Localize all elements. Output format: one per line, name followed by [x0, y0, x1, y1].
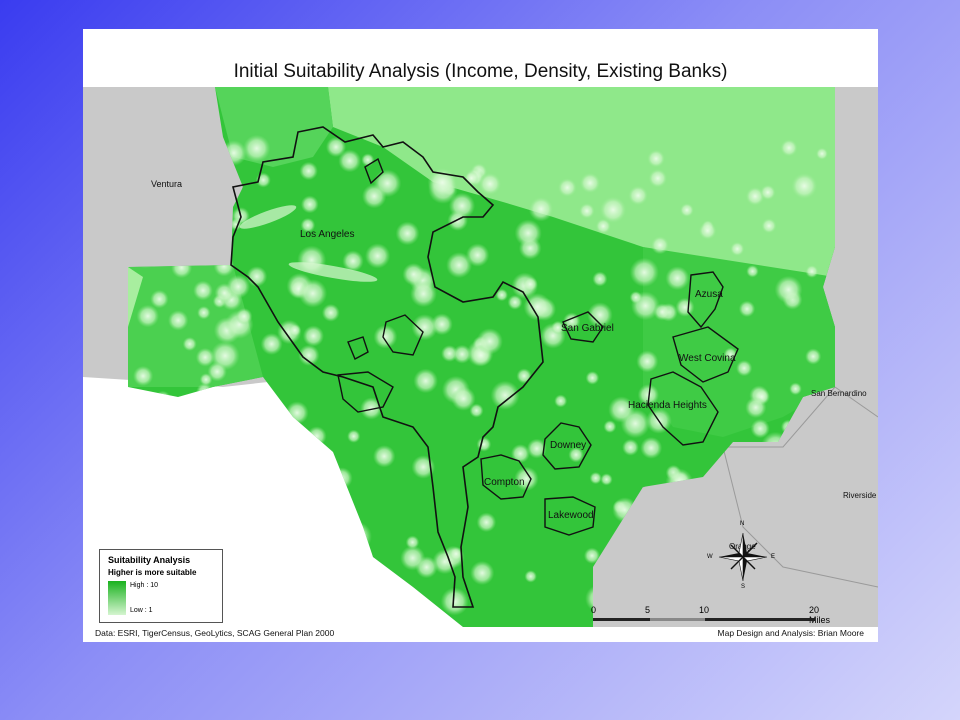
footer-data-credit: Data: ESRI, TigerCensus, GeoLytics, SCAG… — [95, 628, 335, 638]
legend-low-label: Low : 1 — [130, 607, 153, 614]
compass-w: W — [707, 554, 713, 560]
label-compton: Compton — [484, 477, 525, 488]
compass-s: S — [741, 584, 746, 590]
scale-tick-5: 5 — [645, 605, 651, 615]
label-downey: Downey — [550, 440, 587, 451]
footer-author-credit: Map Design and Analysis: Brian Moore — [717, 628, 864, 638]
legend-subtitle: Higher is more suitable — [108, 568, 197, 577]
scale-tick-0: 0 — [591, 605, 597, 615]
legend-title: Suitability Analysis — [108, 555, 191, 565]
label-lakewood: Lakewood — [548, 510, 594, 521]
city-boundary-azusa — [687, 271, 724, 329]
city-boundary-lakewood — [544, 496, 596, 536]
legend-color-ramp — [108, 581, 126, 615]
map-canvas: Ventura Los Angeles Azusa San Gabriel We… — [83, 87, 878, 627]
map-frame: Initial Suitability Analysis (Income, De… — [83, 29, 878, 642]
scale-tick-20: 20 Miles — [809, 605, 831, 625]
label-west-covina: West Covina — [679, 353, 736, 364]
scale-tick-10: 10 — [699, 605, 710, 615]
compass-n: N — [740, 521, 745, 527]
city-boundary-san-gabriel — [562, 311, 604, 343]
city-boundary-west-covina — [672, 326, 739, 383]
legend-high-label: High : 10 — [130, 582, 159, 589]
label-los-angeles: Los Angeles — [300, 229, 355, 240]
map-title: Initial Suitability Analysis (Income, De… — [233, 61, 728, 82]
label-azusa: Azusa — [695, 289, 723, 300]
city-boundary-los-angeles — [230, 126, 544, 608]
city-boundary-compton — [480, 454, 532, 500]
map-graphic — [83, 87, 878, 627]
north-arrow-icon: N S W E — [707, 521, 776, 590]
label-riverside: Riverside — [843, 491, 877, 500]
label-ventura: Ventura — [151, 179, 183, 189]
label-hacienda-heights: Hacienda Heights — [628, 400, 707, 411]
city-boundary-hacienda-heights — [647, 371, 719, 446]
label-san-gabriel: San Gabriel — [561, 323, 614, 334]
city-boundary-downey — [542, 422, 592, 470]
compass-e: E — [771, 554, 776, 560]
label-san-bernardino: San Bernardino — [811, 389, 867, 398]
map-legend: Suitability Analysis Higher is more suit… — [99, 549, 223, 623]
scale-bar: 0 5 10 20 Miles — [591, 605, 841, 627]
